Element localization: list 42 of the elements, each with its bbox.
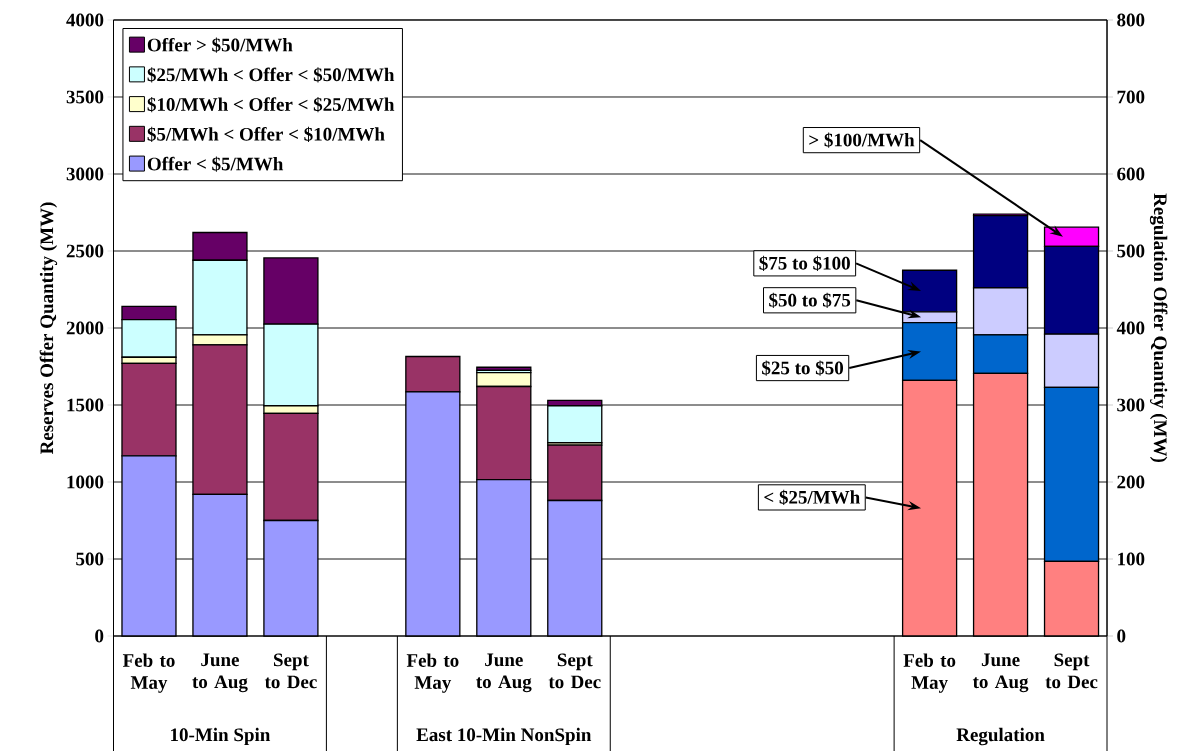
x-tick-label: June to Aug (192, 653, 248, 693)
y2-tick-label: 400 (1116, 321, 1145, 335)
y-axis-title: Reserves Offer Quantity (MW) (39, 202, 58, 455)
y2-tick-label: 600 (1117, 167, 1145, 181)
text: East 10-Min NonSpin (416, 727, 592, 746)
text: $50 to $75 (769, 292, 851, 308)
text: $25 to $50 (762, 360, 844, 376)
legend-label: $5/MWh < Offer < $10/MWh (147, 126, 385, 142)
y2-tick-label: 200 (1117, 475, 1145, 489)
x-tick-label: Sept to Dec (548, 653, 601, 689)
text: 10-Min Spin (171, 727, 271, 746)
y2-tick-label: 500 (1117, 244, 1145, 258)
y-tick-label: 0 (95, 629, 104, 643)
y2-tick-label: 100 (1118, 552, 1145, 566)
text: Regulation (956, 727, 1045, 746)
y-tick-label: 3000 (66, 167, 104, 181)
x-tick-label: Sept to Dec (1045, 653, 1098, 689)
text: > $100/MWh (809, 132, 915, 148)
text: < $25/MWh (764, 489, 860, 506)
text: $75 to $100 (759, 255, 850, 271)
y-tick-label: 1500 (67, 398, 104, 412)
x-tick-label: Feb to May (903, 653, 956, 693)
y2-tick-label: 300 (1117, 398, 1145, 412)
y2-tick-label: 700 (1117, 90, 1145, 104)
x-tick-label: June to Aug (476, 653, 532, 693)
y-tick-label: 2000 (66, 321, 104, 335)
y2-axis-title: Regulation Offer Quantity (MW) (1149, 193, 1168, 463)
x-tick-label: Sept to Dec (264, 653, 317, 689)
x-tick-label: June to Aug (972, 653, 1029, 693)
y-tick-label: 500 (76, 552, 104, 566)
y-tick-label: 4000 (66, 13, 104, 27)
y-tick-label: 1000 (67, 475, 104, 489)
y2-tick-label: 800 (1117, 13, 1145, 27)
legend-label: Offer < $5/MWh (147, 156, 284, 172)
y-tick-label: 2500 (66, 244, 104, 258)
x-tick-label: Feb to May (122, 653, 175, 693)
legend-label: $25/MWh < Offer < $50/MWh (147, 67, 395, 83)
y2-tick-label: 0 (1117, 629, 1126, 643)
y-tick-label: 3500 (66, 90, 104, 104)
x-tick-label: Feb to May (406, 653, 459, 693)
legend-label: Offer > $50/MWh (147, 37, 293, 53)
legend-label: $10/MWh < Offer < $25/MWh (147, 96, 395, 113)
